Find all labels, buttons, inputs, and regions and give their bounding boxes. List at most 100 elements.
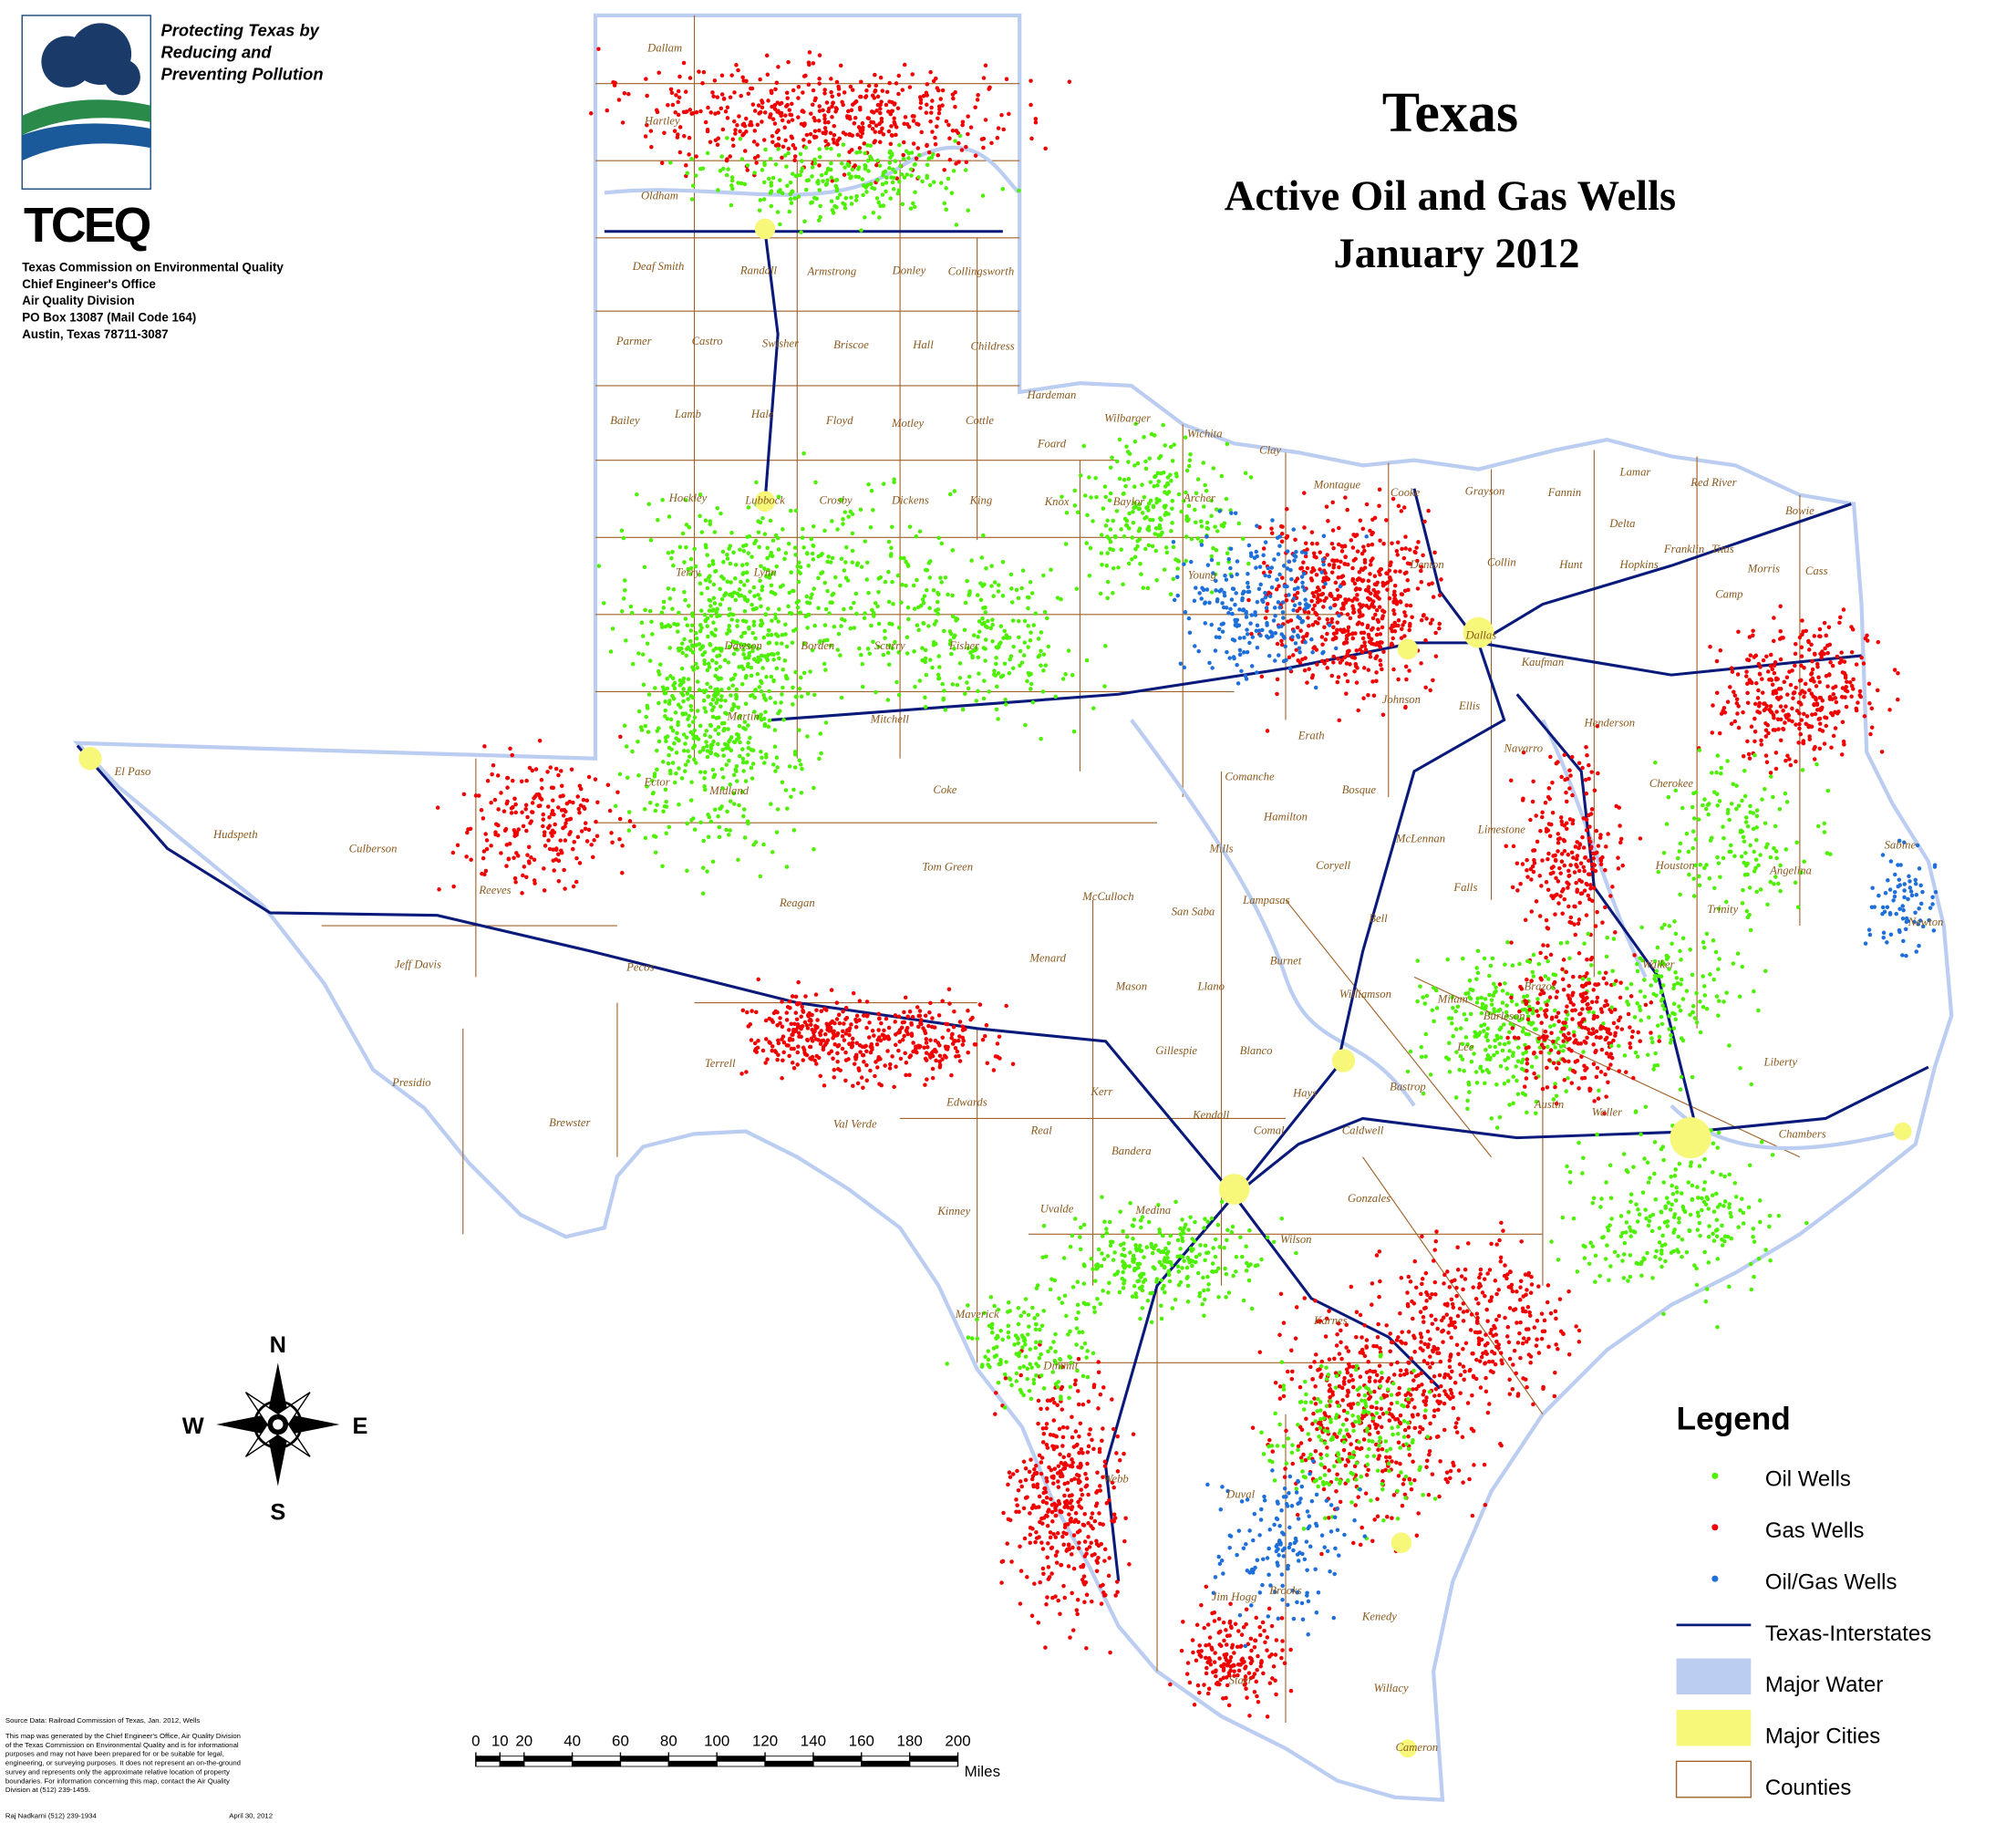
well-point <box>888 1062 893 1067</box>
well-point <box>1478 1064 1484 1070</box>
well-point <box>730 137 735 142</box>
well-point <box>662 688 667 693</box>
well-point <box>688 556 694 562</box>
well-point <box>881 652 886 658</box>
well-point <box>646 730 651 734</box>
well-point <box>1564 790 1568 795</box>
well-point <box>1746 751 1752 757</box>
well-point <box>1197 1290 1203 1296</box>
well-point <box>773 143 779 148</box>
well-point <box>712 633 718 638</box>
well-point <box>927 575 932 580</box>
well-point <box>1778 738 1783 742</box>
well-point <box>893 639 897 645</box>
well-point <box>746 505 751 510</box>
well-point <box>820 552 824 556</box>
well-point <box>719 767 725 772</box>
well-point <box>1324 575 1328 580</box>
well-point <box>857 646 862 651</box>
well-point <box>729 617 734 622</box>
well-point <box>946 176 951 181</box>
well-point <box>760 168 765 172</box>
well-point <box>913 161 917 167</box>
well-point <box>1184 534 1189 539</box>
well-point <box>1825 684 1830 689</box>
well-point <box>1219 587 1224 592</box>
well-point <box>1548 1048 1554 1052</box>
well-point <box>1200 1301 1204 1307</box>
well-point <box>719 73 725 78</box>
well-point <box>753 636 758 641</box>
well-point <box>1824 633 1828 638</box>
well-point <box>1229 597 1235 602</box>
well-point <box>1616 866 1621 871</box>
well-point <box>1783 758 1788 763</box>
well-point <box>1142 434 1146 440</box>
well-point <box>1765 669 1771 674</box>
well-point <box>954 161 958 166</box>
well-point <box>689 708 694 712</box>
well-point <box>1193 507 1197 513</box>
well-point <box>823 1031 828 1037</box>
well-point <box>868 143 874 149</box>
well-point <box>981 145 986 150</box>
well-point <box>795 1062 800 1067</box>
well-point <box>1581 1050 1586 1054</box>
well-point <box>1353 587 1359 592</box>
well-point <box>768 518 773 523</box>
well-point <box>838 1068 843 1072</box>
well-point <box>698 723 703 729</box>
well-point <box>1264 606 1269 610</box>
well-point <box>1776 727 1781 731</box>
well-point <box>1608 1062 1613 1067</box>
well-point <box>924 672 929 678</box>
well-point <box>1329 616 1335 622</box>
well-point <box>1500 1000 1505 1005</box>
well-point <box>1163 545 1169 550</box>
well-point <box>834 177 840 182</box>
well-point <box>1549 1031 1554 1035</box>
well-point <box>484 846 490 852</box>
well-point <box>1797 726 1802 731</box>
well-point <box>776 65 781 69</box>
well-point <box>677 802 681 807</box>
well-point <box>1553 912 1557 917</box>
well-point <box>759 564 763 569</box>
well-point <box>1331 545 1336 551</box>
well-point <box>1760 690 1765 695</box>
well-point <box>975 98 980 102</box>
well-point <box>1796 741 1801 745</box>
well-point <box>1276 552 1281 556</box>
well-point <box>746 1024 751 1029</box>
well-point <box>1100 1195 1104 1199</box>
well-point <box>1111 547 1116 553</box>
well-point <box>983 637 988 642</box>
well-point <box>1604 1051 1609 1056</box>
well-point <box>810 647 815 653</box>
well-point <box>752 1041 758 1046</box>
well-point <box>1556 1019 1561 1024</box>
well-point <box>767 1040 771 1044</box>
well-point <box>864 1000 870 1004</box>
well-point <box>1298 628 1303 633</box>
well-point <box>1416 540 1421 544</box>
well-point <box>1292 558 1297 563</box>
well-point <box>949 191 955 195</box>
well-point <box>666 761 671 766</box>
well-point <box>1011 644 1016 649</box>
well-point <box>942 201 947 206</box>
well-point <box>707 575 711 580</box>
well-point <box>1560 977 1566 982</box>
well-point <box>810 551 815 556</box>
well-point <box>738 740 742 745</box>
well-point <box>1505 1055 1511 1061</box>
well-point <box>865 158 871 163</box>
well-point <box>917 95 923 99</box>
well-point <box>846 109 851 114</box>
well-point <box>547 846 553 852</box>
well-point <box>708 614 714 618</box>
well-point <box>1393 623 1399 628</box>
well-point <box>1172 442 1176 447</box>
well-point <box>1244 1244 1248 1248</box>
well-point <box>1710 730 1715 735</box>
